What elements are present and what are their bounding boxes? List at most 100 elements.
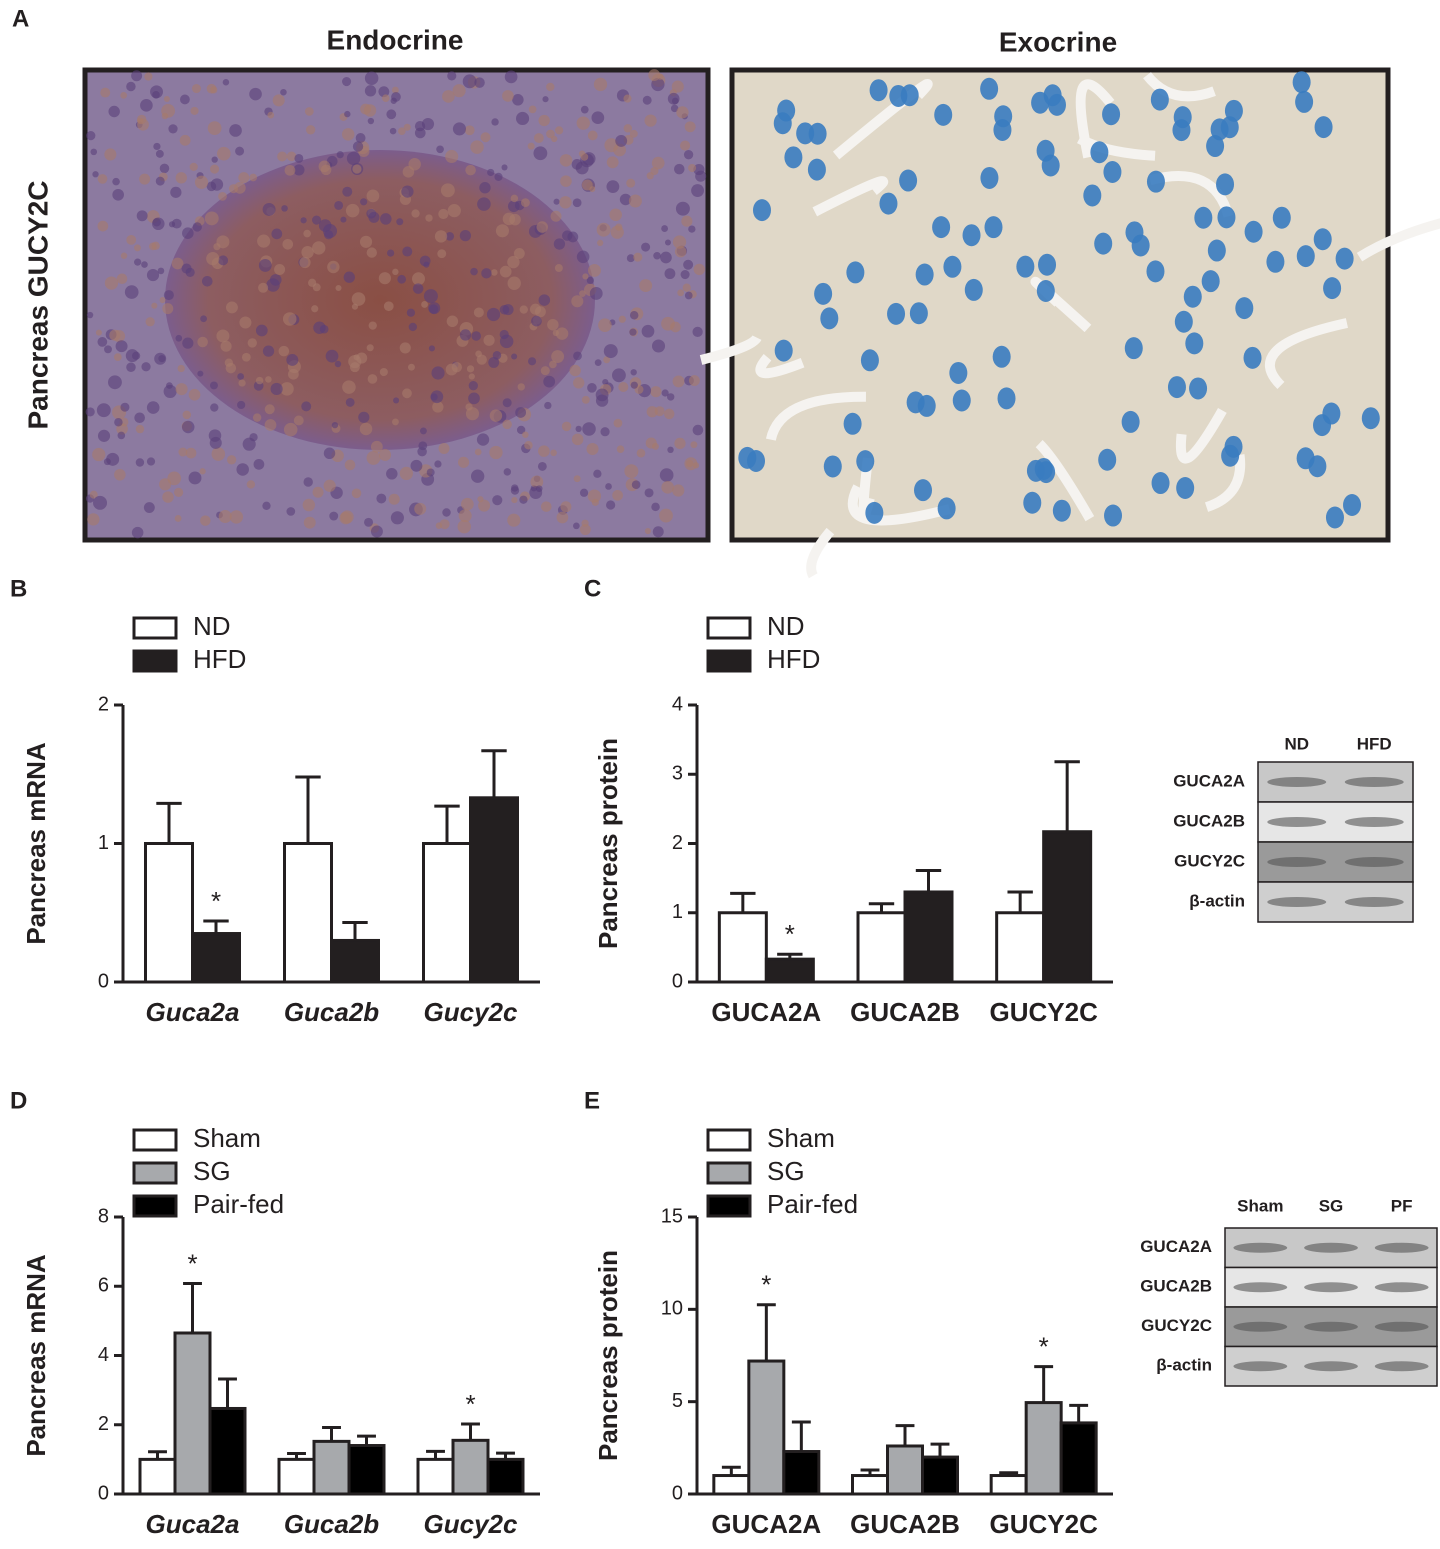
cell [131,526,144,539]
cell [155,149,164,158]
blot-band [1374,1242,1429,1253]
cell [434,460,442,468]
blot-band [1233,1361,1288,1372]
cell [636,448,646,458]
cell [457,519,471,534]
bar [486,1457,525,1496]
nucleus [952,389,971,412]
cell [437,249,447,259]
blot-column-label: Sham [1237,1196,1283,1215]
nucleus [1244,220,1263,243]
cell [651,77,665,92]
nucleus [1343,493,1362,516]
cell [247,338,257,348]
nucleus [1124,337,1143,360]
panel-label: E [584,1087,600,1114]
cell [390,97,397,104]
cell [461,497,474,511]
cell [586,276,595,285]
septum [755,353,805,379]
cell [319,324,329,334]
cell [511,496,518,504]
cell [606,180,620,194]
cell [629,328,637,336]
cell [579,524,591,536]
significance-marker: * [465,1389,475,1419]
cell [378,448,392,461]
cell [318,160,331,173]
cell [367,117,375,125]
nucleus [1023,491,1042,514]
blot-column-label: HFD [1357,734,1392,753]
cell [474,77,485,88]
cell [162,491,174,503]
nucleus [1216,173,1235,196]
nucleus [1266,250,1285,273]
nucleus [1185,332,1204,355]
cell [688,225,696,233]
cell [152,91,160,99]
legend-label: HFD [767,644,820,674]
cell [573,377,585,389]
cell [258,282,269,293]
cell [281,205,288,212]
legend-swatch [706,1161,752,1185]
cell [366,247,377,258]
nucleus [1102,103,1121,126]
y-tick-label: 4 [98,1344,109,1366]
cell [174,487,184,497]
cell [146,269,160,282]
cell [360,198,368,206]
nucleus [1272,206,1291,229]
cell [182,337,194,349]
cell [345,397,355,407]
cell [113,353,122,362]
panel-label: B [10,575,27,602]
cell [210,403,219,412]
cell [604,138,619,153]
legend-label: Sham [767,1123,835,1153]
cell [630,381,638,389]
cell [392,418,399,426]
cell [645,437,657,449]
cell [87,513,100,526]
cell [553,238,566,250]
nucleus [964,278,983,301]
nucleus [943,255,962,278]
nucleus [962,224,981,247]
cell [329,511,339,521]
legend-swatch [132,1194,178,1218]
bar [851,1474,889,1496]
cell [89,490,98,499]
blot-band [1267,897,1327,907]
bar [717,911,768,984]
cell [651,502,660,512]
nucleus [807,158,826,181]
cell [503,468,512,476]
cell [546,82,555,92]
cell [378,272,391,285]
cell [685,459,694,468]
cell [131,70,143,82]
cell [356,352,368,364]
bar [422,842,472,984]
cell [569,364,581,377]
bar [451,1438,490,1496]
blot-row-label: β-actin [1156,1356,1212,1375]
significance-marker: * [1039,1331,1049,1361]
cell [575,425,582,432]
cell [201,275,213,287]
cell [517,383,525,391]
nucleus [1220,116,1239,139]
bar [921,1455,959,1496]
y-tick-label: 2 [98,693,109,715]
blot-row-label: GUCA2A [1140,1237,1212,1256]
cell [674,437,686,450]
cell [473,307,484,318]
bar [138,1457,177,1496]
nucleus [934,103,953,126]
cell [180,94,190,105]
cell [151,302,158,309]
bar [144,842,194,984]
cell [159,297,166,304]
